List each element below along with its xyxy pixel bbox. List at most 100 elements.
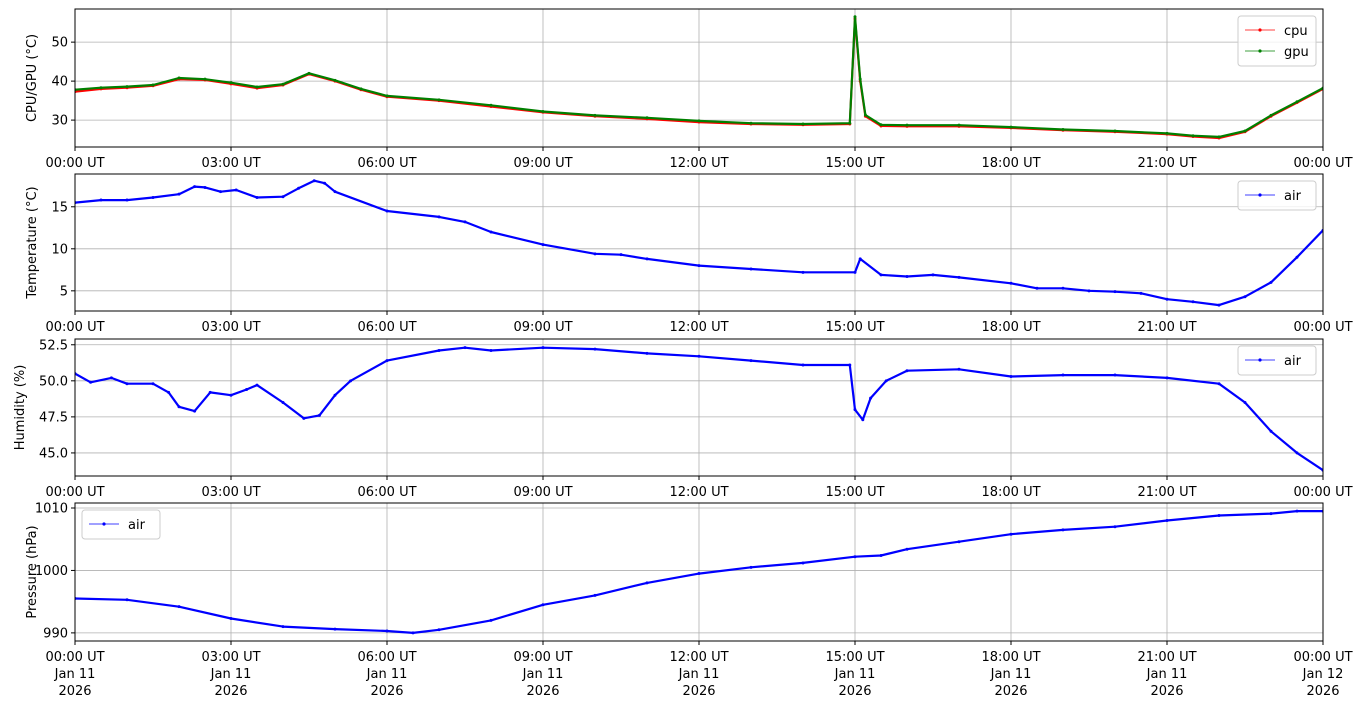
data-point-air [1009,532,1013,536]
x-tick-date-label: Jan 12 [1302,667,1344,682]
data-point-air [884,379,888,383]
x-tick-label: 03:00 UT [201,650,260,665]
data-point-air [905,547,909,551]
x-tick-year-label: 2026 [1306,684,1339,699]
data-point-air [749,359,753,363]
data-point-air [861,418,865,422]
data-point-air [879,553,883,557]
data-point-air [541,346,545,350]
data-point-air [489,349,493,353]
data-point-air [234,188,238,192]
data-point-gpu [541,110,545,114]
data-point-air [1113,290,1117,294]
x-tick-year-label: 2026 [370,684,403,699]
data-point-gpu [385,94,389,98]
series-line-gpu [75,15,1323,138]
x-tick-label: 18:00 UT [981,156,1040,171]
data-point-gpu [1269,113,1273,117]
data-point-air [541,603,545,607]
data-point-gpu [905,123,909,127]
data-point-air [1295,509,1299,513]
data-point-gpu [1243,129,1247,133]
legend-label-air: air [1284,354,1302,369]
data-point-air [229,617,233,621]
x-tick-year-label: 2026 [1150,684,1183,699]
x-tick-label: 06:00 UT [357,320,416,335]
data-point-gpu [863,113,867,117]
data-point-air [645,257,649,261]
x-tick-label: 00:00 UT [1293,650,1352,665]
x-tick-label: 18:00 UT [981,650,1040,665]
data-point-air [151,382,155,386]
data-point-air [801,270,805,274]
x-tick-label: 15:00 UT [825,485,884,500]
x-tick-label: 00:00 UT [1293,485,1352,500]
data-point-gpu [125,85,129,89]
data-point-air [645,581,649,585]
data-point-air [1061,528,1065,532]
data-point-air [1009,374,1013,378]
data-point-air [333,393,337,397]
data-point-air [437,628,441,632]
data-point-gpu [255,85,259,89]
data-point-air [1217,382,1221,386]
x-tick-date-label: Jan 11 [54,667,96,682]
data-point-gpu [1295,100,1299,104]
x-tick-label: 21:00 UT [1137,156,1196,171]
data-point-gpu [281,82,285,86]
legend-marker-air [102,522,106,526]
data-point-gpu [437,98,441,102]
data-point-air [869,396,873,400]
subplot-4: 990 1000 1010 00:00 UT Jan 11 2026 03:00 UT Jan… [25,501,1353,699]
x-tick-date-label: Jan 11 [210,667,252,682]
y-axis-label: Pressure (hPa) [25,525,40,618]
x-tick-label: 21:00 UT [1137,650,1196,665]
data-point-air [1217,303,1221,307]
data-point-air [177,605,181,609]
y-tick-label: 50.0 [39,374,68,389]
legend-label-air: air [1284,189,1302,204]
data-point-air [801,363,805,367]
x-tick-date-label: Jan 11 [678,667,720,682]
legend-label-cpu: cpu [1284,24,1308,39]
data-point-air [99,198,103,202]
x-tick-year-label: 2026 [214,684,247,699]
data-point-air [749,565,753,569]
y-tick-label: 15 [51,200,68,215]
series-air [75,179,1323,307]
legend-label-air: air [128,518,146,533]
data-point-air [125,198,129,202]
data-point-air [203,185,207,189]
x-tick-year-label: 2026 [526,684,559,699]
data-point-air [349,379,353,383]
data-point-gpu [229,81,233,85]
data-point-gpu [307,71,311,75]
data-point-air [541,243,545,247]
y-tick-label: 30 [51,114,68,129]
legend: air [1237,345,1317,376]
data-point-air [1165,297,1169,301]
data-point-gpu [1217,135,1221,139]
x-tick-label: 03:00 UT [201,320,260,335]
data-point-air [1269,280,1273,284]
data-point-gpu [848,121,852,125]
data-point-air [255,383,259,387]
data-point-air [125,382,129,386]
x-tick-year-label: 2026 [994,684,1027,699]
x-tick-year-label: 2026 [838,684,871,699]
data-point-air [219,190,223,194]
data-point-air [1269,512,1273,516]
y-tick-label: 47.5 [39,410,68,425]
y-tick-label: 10 [51,242,68,257]
x-tick-label: 21:00 UT [1137,320,1196,335]
data-point-air [281,625,285,629]
data-point-air [193,409,197,413]
data-point-air [437,215,441,219]
x-tick-label: 09:00 UT [513,320,572,335]
data-point-gpu [1191,134,1195,138]
x-tick-label: 00:00 UT [1293,320,1352,335]
data-point-gpu [151,83,155,87]
x-tick-label: 09:00 UT [513,650,572,665]
data-point-air [858,257,862,261]
